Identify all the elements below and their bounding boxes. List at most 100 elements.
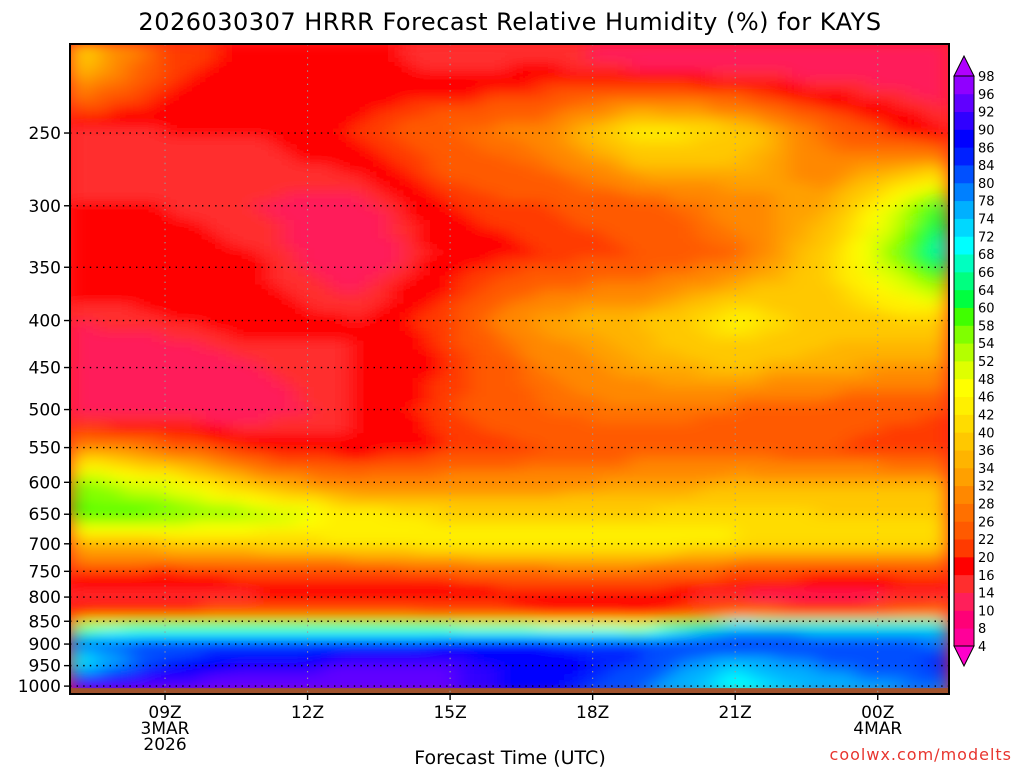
field-cell [428, 535, 444, 547]
field-cell [642, 396, 657, 407]
field-cell [775, 238, 790, 249]
field-cell [295, 294, 311, 305]
colorbar-swatch [954, 539, 974, 558]
field-cell [189, 637, 204, 649]
field-cell [815, 665, 830, 677]
field-cell [828, 544, 844, 556]
field-cell [309, 386, 324, 398]
field-cell [828, 61, 844, 73]
field-cell [482, 386, 497, 398]
field-cell [149, 646, 164, 658]
field-cell [442, 479, 457, 491]
field-cell [881, 665, 897, 677]
field-cell [522, 442, 537, 454]
field-cell [202, 99, 218, 110]
field-cell [508, 210, 524, 222]
field-cell [162, 294, 178, 305]
field-cell [721, 359, 737, 370]
field-cell [122, 312, 138, 324]
field-cell [628, 52, 644, 64]
field-cell [535, 526, 551, 537]
field-cell [255, 303, 271, 314]
field-cell [668, 229, 684, 240]
field-cell [389, 516, 404, 528]
field-cell [761, 405, 777, 417]
field-cell [935, 461, 949, 472]
field-cell [362, 386, 377, 398]
field-cell [428, 359, 444, 370]
field-cell [455, 563, 471, 574]
field-cell [149, 340, 164, 352]
field-cell [562, 340, 577, 352]
field-cell [668, 210, 684, 222]
field-cell [868, 173, 884, 184]
credit-link[interactable]: coolwx.com/modelts [830, 745, 1012, 764]
field-cell [668, 52, 684, 64]
field-cell [562, 136, 577, 147]
field-cell [921, 665, 937, 677]
field-cell [642, 126, 657, 138]
field-cell [548, 145, 564, 157]
field-cell [455, 433, 471, 444]
field-cell [562, 600, 577, 612]
field-cell [708, 377, 724, 389]
field-cell [628, 674, 644, 686]
field-cell [468, 61, 484, 73]
field-cell [322, 294, 337, 305]
field-cell [575, 321, 591, 333]
field-cell [428, 498, 444, 509]
field-cell [801, 117, 817, 129]
field-cell [841, 600, 857, 612]
field-cell [535, 405, 551, 417]
field-cell [682, 173, 697, 184]
field-cell [522, 71, 537, 82]
field-cell [921, 44, 937, 54]
field-cell [215, 256, 231, 268]
field-cell [908, 470, 923, 482]
field-cell [788, 619, 804, 630]
field-cell [921, 424, 937, 435]
field-cell [642, 359, 657, 370]
field-cell [402, 201, 417, 212]
field-cell [562, 61, 577, 73]
field-cell [828, 535, 844, 547]
field-cell [748, 145, 764, 157]
field-cell [122, 368, 138, 379]
field-cell [109, 71, 124, 82]
field-cell [748, 321, 764, 333]
field-cell [189, 628, 204, 639]
field-cell [908, 294, 923, 305]
field-cell [415, 563, 431, 574]
field-cell [122, 479, 138, 491]
field-cell [642, 154, 657, 166]
field-cell [721, 405, 737, 417]
field-cell [495, 266, 511, 277]
field-cell [96, 656, 111, 667]
field-cell [215, 359, 231, 370]
field-cell [122, 526, 138, 537]
field-cell [535, 609, 551, 621]
field-cell [535, 117, 551, 129]
field-cell [269, 470, 284, 482]
field-cell [668, 99, 684, 110]
field-cell [682, 424, 697, 435]
field-cell [495, 349, 511, 361]
field-cell [761, 619, 777, 630]
field-cell [588, 424, 604, 435]
field-cell [761, 433, 777, 444]
field-cell [122, 600, 138, 612]
field-cell [122, 646, 138, 658]
field-cell [761, 600, 777, 612]
field-cell [748, 164, 764, 175]
field-cell [855, 312, 870, 324]
field-cell [522, 89, 537, 101]
field-cell [748, 489, 764, 500]
field-cell [122, 164, 138, 175]
field-cell [522, 117, 537, 129]
field-cell [735, 89, 750, 101]
field-cell [335, 80, 351, 92]
field-cell [855, 238, 870, 249]
field-cell [575, 201, 591, 212]
field-cell [575, 433, 591, 444]
field-cell [402, 164, 417, 175]
